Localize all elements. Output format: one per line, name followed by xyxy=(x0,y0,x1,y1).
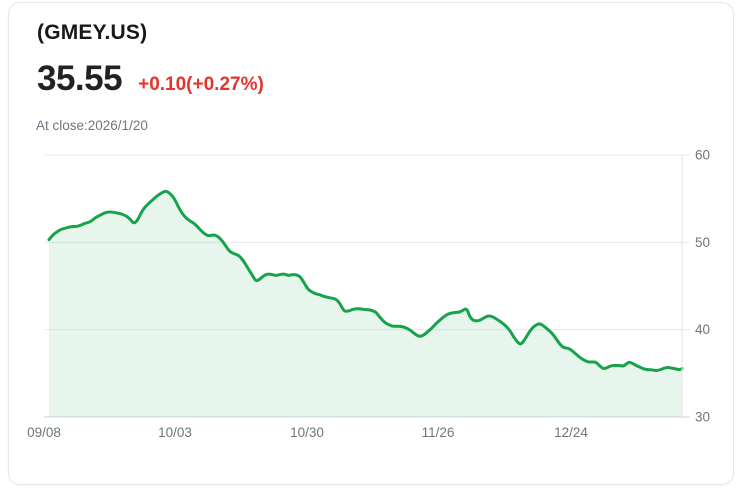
as-of-close-label: At close:2026/1/20 xyxy=(36,118,148,133)
y-axis-tick-label: 50 xyxy=(695,235,710,250)
price-area-fill xyxy=(49,191,682,417)
x-axis-tick-label: 09/08 xyxy=(27,425,61,440)
price-change: +0.10(+0.27%) xyxy=(138,74,264,95)
x-axis-tick-label: 11/26 xyxy=(422,425,455,440)
stock-quote-card: (GMEY.US) 35.55 +0.10(+0.27%) At close:2… xyxy=(8,2,734,485)
last-price: 35.55 xyxy=(37,59,123,98)
x-axis-tick-label: 10/03 xyxy=(158,425,192,440)
x-axis-tick-label: 10/30 xyxy=(290,425,324,440)
price-row: 35.55 +0.10(+0.27%) xyxy=(37,59,264,99)
y-axis-tick-label: 40 xyxy=(695,322,710,337)
y-axis-tick-label: 60 xyxy=(695,148,710,163)
stock-symbol: (GMEY.US) xyxy=(37,21,148,44)
price-line xyxy=(47,189,684,372)
y-axis-tick-label: 30 xyxy=(695,410,710,425)
x-axis-tick-label: 12/24 xyxy=(554,425,588,440)
